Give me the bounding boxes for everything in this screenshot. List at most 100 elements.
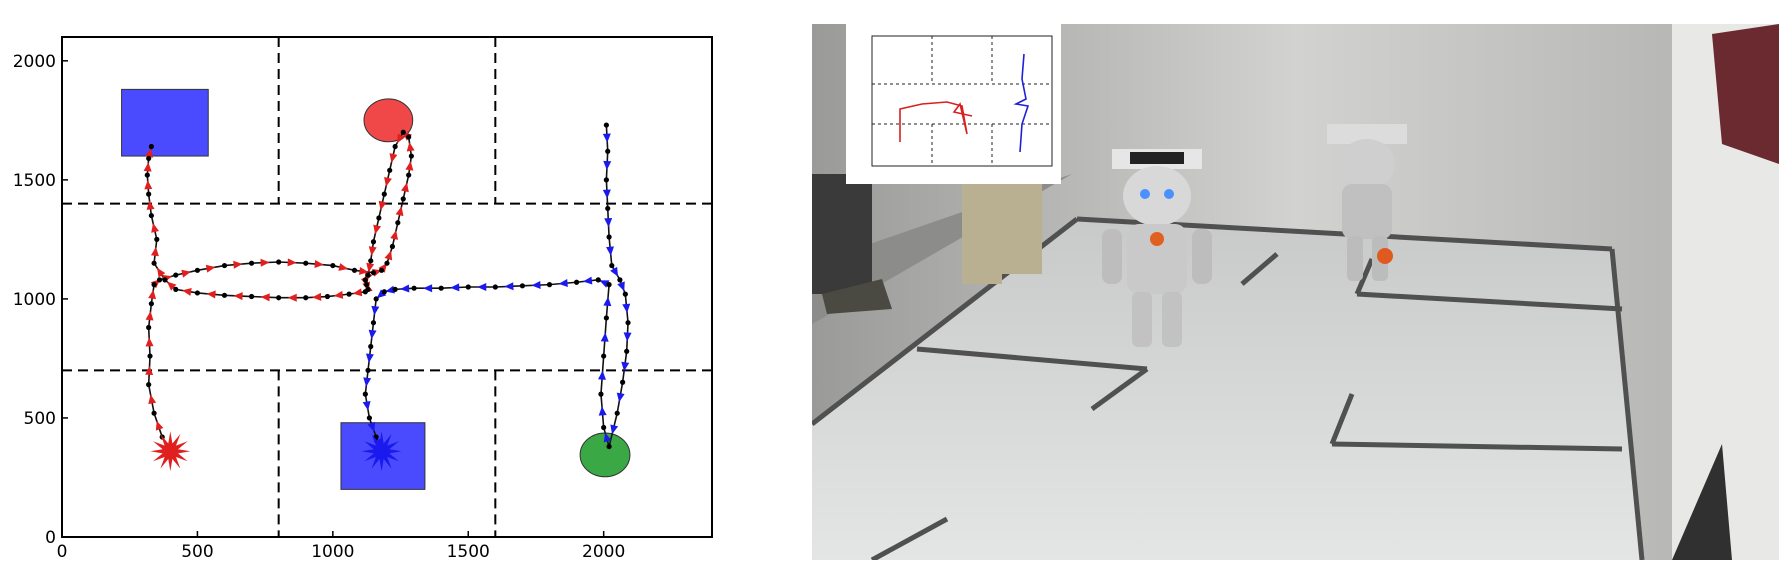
series-arrow <box>151 223 159 233</box>
series-point <box>162 277 168 283</box>
trajectory-plot: 0 500 1000 1500 2000 0 500 1000 1500 2000 <box>13 36 713 562</box>
series-arrow <box>623 332 632 342</box>
series-arrow <box>405 161 414 171</box>
series-point <box>364 282 370 288</box>
series-point <box>408 153 414 159</box>
series-arrow <box>401 182 409 193</box>
series-point <box>598 391 604 397</box>
series-arrow <box>384 250 393 261</box>
series-arrow <box>314 260 324 268</box>
series-arrow <box>400 284 410 293</box>
series-point <box>148 301 154 307</box>
x-axis-ticks: 0 500 1000 1500 2000 <box>57 531 625 562</box>
series-point <box>248 260 255 266</box>
series-point <box>603 177 609 183</box>
series-point <box>492 284 498 290</box>
floor-shadow <box>1672 444 1732 560</box>
series-point <box>603 122 609 128</box>
series-point <box>362 289 368 295</box>
series-point <box>351 267 358 273</box>
room-dividers <box>62 37 712 537</box>
y-tick-label: 0 <box>45 528 56 548</box>
series-point <box>601 353 607 359</box>
series-arrow <box>148 394 157 405</box>
robot-right <box>1327 124 1407 281</box>
series-point <box>324 293 331 300</box>
series-arrow <box>145 311 154 321</box>
y-tick-label: 1500 <box>13 171 56 191</box>
series-arrow <box>150 246 159 257</box>
series-arrow <box>368 329 377 340</box>
series-arrow <box>390 230 399 240</box>
x-tick-label: 0 <box>57 542 68 562</box>
series-arrow <box>145 365 154 376</box>
series-arrow <box>602 189 611 199</box>
series-arrow <box>396 133 405 144</box>
series-arrow <box>182 287 192 296</box>
series-arrow <box>233 260 243 269</box>
series-arrow <box>366 262 375 273</box>
series-arrow <box>157 267 166 278</box>
series-arrow <box>378 200 387 211</box>
series-point <box>406 134 412 140</box>
y-tick-label: 1000 <box>13 290 56 310</box>
series-arrow <box>621 361 630 372</box>
series-arrow <box>362 400 371 411</box>
region-rect <box>121 88 209 157</box>
series-point <box>624 348 630 354</box>
series-point <box>366 415 372 421</box>
series-point <box>148 212 154 219</box>
series-point <box>248 293 255 300</box>
series-start-marker <box>150 431 191 472</box>
series-point <box>365 367 371 373</box>
x-tick-label: 2000 <box>582 542 625 562</box>
series-point <box>606 282 612 288</box>
series-point <box>546 282 553 288</box>
series-point <box>330 262 336 269</box>
inset-red-path <box>899 101 973 142</box>
series-start-marker <box>361 431 402 472</box>
series-arrow <box>423 284 433 293</box>
series-arrow <box>368 246 377 256</box>
series-arrow <box>600 332 609 342</box>
series-arrow <box>145 148 153 158</box>
series-point <box>617 277 623 283</box>
robot-paths <box>143 122 632 472</box>
series-point <box>381 191 387 197</box>
series-point <box>173 272 179 278</box>
series-point <box>368 343 374 350</box>
series-arrow <box>144 180 153 190</box>
series-point <box>620 379 626 385</box>
series-point <box>378 267 385 273</box>
series-arrow <box>287 258 297 267</box>
series-arrow <box>389 153 398 163</box>
series-arrow <box>558 279 568 288</box>
series-point <box>392 286 398 292</box>
series-arrow <box>371 305 380 316</box>
series-point <box>395 220 401 226</box>
series-arrow <box>582 276 593 285</box>
series-arrow <box>367 421 376 432</box>
series-point <box>362 391 368 397</box>
series-point <box>144 172 150 178</box>
series-arrow <box>384 176 392 187</box>
series-point <box>519 283 526 289</box>
target-regions <box>121 88 631 490</box>
series-arrow <box>338 263 349 271</box>
series-arrow <box>155 420 164 431</box>
inset-blue-path <box>1013 53 1030 153</box>
series-arrow <box>622 303 631 313</box>
series-point <box>625 320 631 326</box>
series-point <box>622 291 628 297</box>
series-point <box>376 215 382 221</box>
series-point <box>573 279 580 285</box>
series-arrow <box>363 377 372 387</box>
series-arrow <box>504 282 514 291</box>
series-point <box>303 260 309 266</box>
series-point <box>194 267 201 273</box>
series-arrow <box>378 263 388 273</box>
region-ellipse <box>363 98 414 143</box>
series-point <box>384 260 390 266</box>
series-arrow <box>376 289 387 299</box>
series-point <box>400 129 406 135</box>
